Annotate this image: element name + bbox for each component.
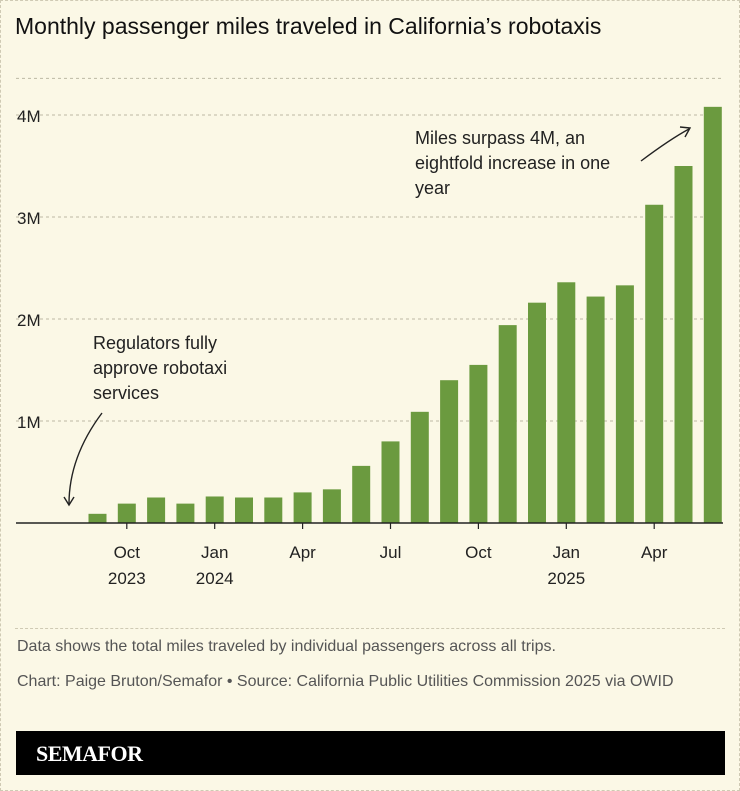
x-tick-label: Apr <box>641 543 668 562</box>
x-tick-label: Jul <box>380 543 402 562</box>
bar-jul-2024 <box>381 441 400 523</box>
bar-dec-2023 <box>176 503 195 523</box>
bar-nov-2024 <box>498 325 517 523</box>
annotation-regulators: approve robotaxi <box>93 358 227 378</box>
bar-sep-2023 <box>88 513 107 523</box>
x-tick-label: Jan <box>201 543 228 562</box>
annotation-arrow <box>640 128 690 162</box>
bar-may-2024 <box>322 489 341 523</box>
chart-title: Monthly passenger miles traveled in Cali… <box>15 13 602 39</box>
x-tick-label: Jan <box>553 543 580 562</box>
arrowhead-icon <box>63 496 75 507</box>
bar-dec-2024 <box>528 302 546 523</box>
bar-oct-2023 <box>117 503 136 523</box>
bar-may-2025 <box>674 166 693 523</box>
x-tick-year: 2024 <box>196 569 234 588</box>
chart-note: Data shows the total miles traveled by i… <box>17 638 556 655</box>
annotation-arrow <box>68 412 103 505</box>
y-tick-label: 3M <box>17 209 41 228</box>
bar-apr-2025 <box>645 204 664 523</box>
bar-aug-2024 <box>410 411 429 523</box>
y-tick-label: 2M <box>17 311 41 330</box>
annotation-4m: eightfold increase in one <box>415 153 610 173</box>
bar-chart: 1M 2M 3M 4M Oct 2023 Jan 2024 Apr Jul Oct Jan 2025 Ap… <box>16 77 723 588</box>
bar-jan-2024 <box>205 496 224 523</box>
logo-text: SEMAFOR <box>36 741 143 766</box>
bar-mar-2024 <box>264 497 283 523</box>
x-tick-label: Oct <box>465 543 492 562</box>
bar-mar-2025 <box>615 285 634 523</box>
x-tick-label: Apr <box>289 543 316 562</box>
y-tick-label: 1M <box>17 413 41 432</box>
bar-apr-2024 <box>293 492 312 523</box>
x-tick-year: 2025 <box>547 569 585 588</box>
annotation-4m: year <box>415 178 450 198</box>
annotation-regulators: Regulators fully <box>93 333 217 353</box>
bar-jun-2025 <box>703 106 722 523</box>
annotation-regulators: services <box>93 383 159 403</box>
semafor-logo: SEMAFOR <box>16 731 725 775</box>
bar-jan-2025 <box>557 282 576 523</box>
bar-jun-2024 <box>352 465 371 523</box>
x-tick-label: Oct <box>114 543 141 562</box>
x-tick-year: 2023 <box>108 569 146 588</box>
bar-sep-2024 <box>440 380 459 523</box>
chart-credit: Chart: Paige Bruton/Semafor • Source: Ca… <box>17 673 674 690</box>
bar-nov-2023 <box>147 497 166 523</box>
bar-oct-2024 <box>469 364 488 523</box>
bar-feb-2025 <box>586 296 605 523</box>
annotation-4m: Miles surpass 4M, an <box>415 128 585 148</box>
divider <box>15 628 725 629</box>
y-tick-label: 4M <box>17 107 41 126</box>
bar-feb-2024 <box>235 497 253 523</box>
arrowhead-icon <box>679 126 692 138</box>
